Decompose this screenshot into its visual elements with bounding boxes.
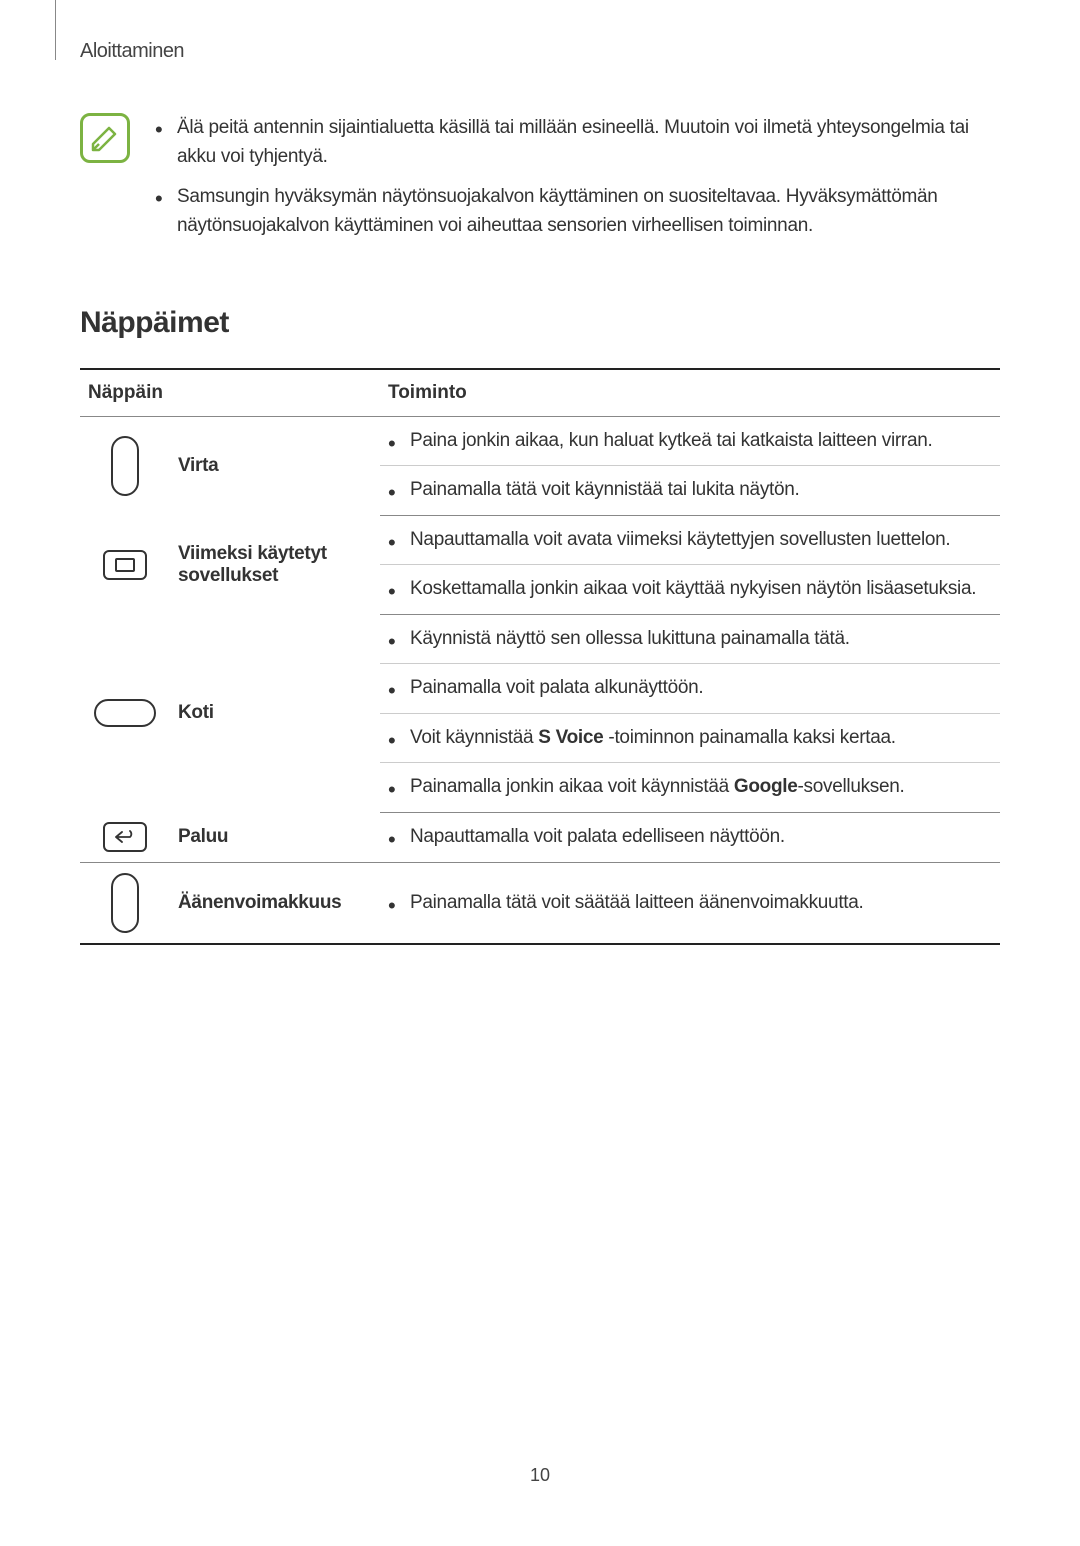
table-row: Viimeksi käytetyt sovellukset Napauttama… — [80, 515, 1000, 565]
key-func: Paina jonkin aikaa, kun haluat kytkeä ta… — [380, 416, 1000, 466]
volume-key-icon — [111, 873, 139, 933]
recent-apps-key-icon — [103, 550, 147, 580]
key-label: Äänenvoimakkuus — [170, 863, 380, 945]
func-text: Napauttamalla voit avata viimeksi käytet… — [388, 526, 992, 555]
func-text: Käynnistä näyttö sen ollessa lukittuna p… — [388, 625, 992, 654]
key-label: Viimeksi käytetyt sovellukset — [170, 515, 380, 614]
func-text: Painamalla tätä voit säätää laitteen ään… — [388, 889, 992, 918]
key-icon-cell — [80, 812, 170, 863]
func-text: Paina jonkin aikaa, kun haluat kytkeä ta… — [388, 427, 992, 456]
key-func: Napauttamalla voit avata viimeksi käytet… — [380, 515, 1000, 565]
key-icon-cell — [80, 614, 170, 812]
keys-table: Näppäin Toiminto Virta Paina jonkin aika… — [80, 368, 1000, 946]
svoice-post: -toiminnon painamalla kaksi kertaa. — [603, 727, 895, 748]
power-key-icon — [111, 436, 139, 496]
back-arrow-icon — [114, 830, 136, 844]
func-text: Painamalla tätä voit käynnistää tai luki… — [388, 476, 992, 505]
key-label: Koti — [170, 614, 380, 812]
func-text: Voit käynnistää S Voice -toiminnon paina… — [388, 724, 992, 753]
key-func: Käynnistä näyttö sen ollessa lukittuna p… — [380, 614, 1000, 664]
table-row: Virta Paina jonkin aikaa, kun haluat kyt… — [80, 416, 1000, 466]
func-text: Painamalla voit palata alkunäyttöön. — [388, 674, 992, 703]
google-bold: Google — [734, 776, 798, 797]
back-key-icon — [103, 822, 147, 852]
note-item: Älä peitä antennin sijaintialuetta käsil… — [155, 113, 1000, 172]
key-label: Virta — [170, 416, 380, 515]
page-header: Aloittaminen — [80, 40, 1000, 63]
key-icon-cell — [80, 515, 170, 614]
note-block: Älä peitä antennin sijaintialuetta käsil… — [80, 113, 1000, 251]
th-func: Toiminto — [380, 369, 1000, 417]
key-func: Voit käynnistää S Voice -toiminnon paina… — [380, 713, 1000, 763]
note-list: Älä peitä antennin sijaintialuetta käsil… — [155, 113, 1000, 251]
svoice-pre: Voit käynnistää — [410, 727, 538, 748]
home-key-icon — [94, 699, 156, 727]
key-func: Napauttamalla voit palata edelliseen näy… — [380, 812, 1000, 863]
func-text: Koskettamalla jonkin aikaa voit käyttää … — [388, 575, 992, 604]
key-func: Painamalla voit palata alkunäyttöön. — [380, 664, 1000, 714]
key-icon-cell — [80, 863, 170, 945]
key-func: Painamalla tätä voit säätää laitteen ään… — [380, 863, 1000, 945]
table-row: Äänenvoimakkuus Painamalla tätä voit sää… — [80, 863, 1000, 945]
page-number: 10 — [80, 1465, 1000, 1486]
note-icon — [80, 113, 130, 163]
key-icon-cell — [80, 416, 170, 515]
section-title: Näppäimet — [80, 306, 1000, 340]
margin-decoration — [55, 0, 56, 60]
table-row: Paluu Napauttamalla voit palata edellise… — [80, 812, 1000, 863]
note-item: Samsungin hyväksymän näytönsuojakalvon k… — [155, 182, 1000, 241]
table-row: Koti Käynnistä näyttö sen ollessa lukitt… — [80, 614, 1000, 664]
th-key: Näppäin — [80, 369, 380, 417]
pencil-note-icon — [89, 122, 121, 154]
key-func: Painamalla jonkin aikaa voit käynnistää … — [380, 763, 1000, 813]
recent-apps-inner-icon — [115, 558, 135, 572]
key-label: Paluu — [170, 812, 380, 863]
key-func: Painamalla tätä voit käynnistää tai luki… — [380, 466, 1000, 516]
key-func: Koskettamalla jonkin aikaa voit käyttää … — [380, 565, 1000, 615]
svoice-bold: S Voice — [538, 727, 603, 748]
google-post: -sovelluksen. — [798, 776, 905, 797]
google-pre: Painamalla jonkin aikaa voit käynnistää — [410, 776, 734, 797]
func-text: Painamalla jonkin aikaa voit käynnistää … — [388, 773, 992, 802]
func-text: Napauttamalla voit palata edelliseen näy… — [388, 823, 992, 852]
